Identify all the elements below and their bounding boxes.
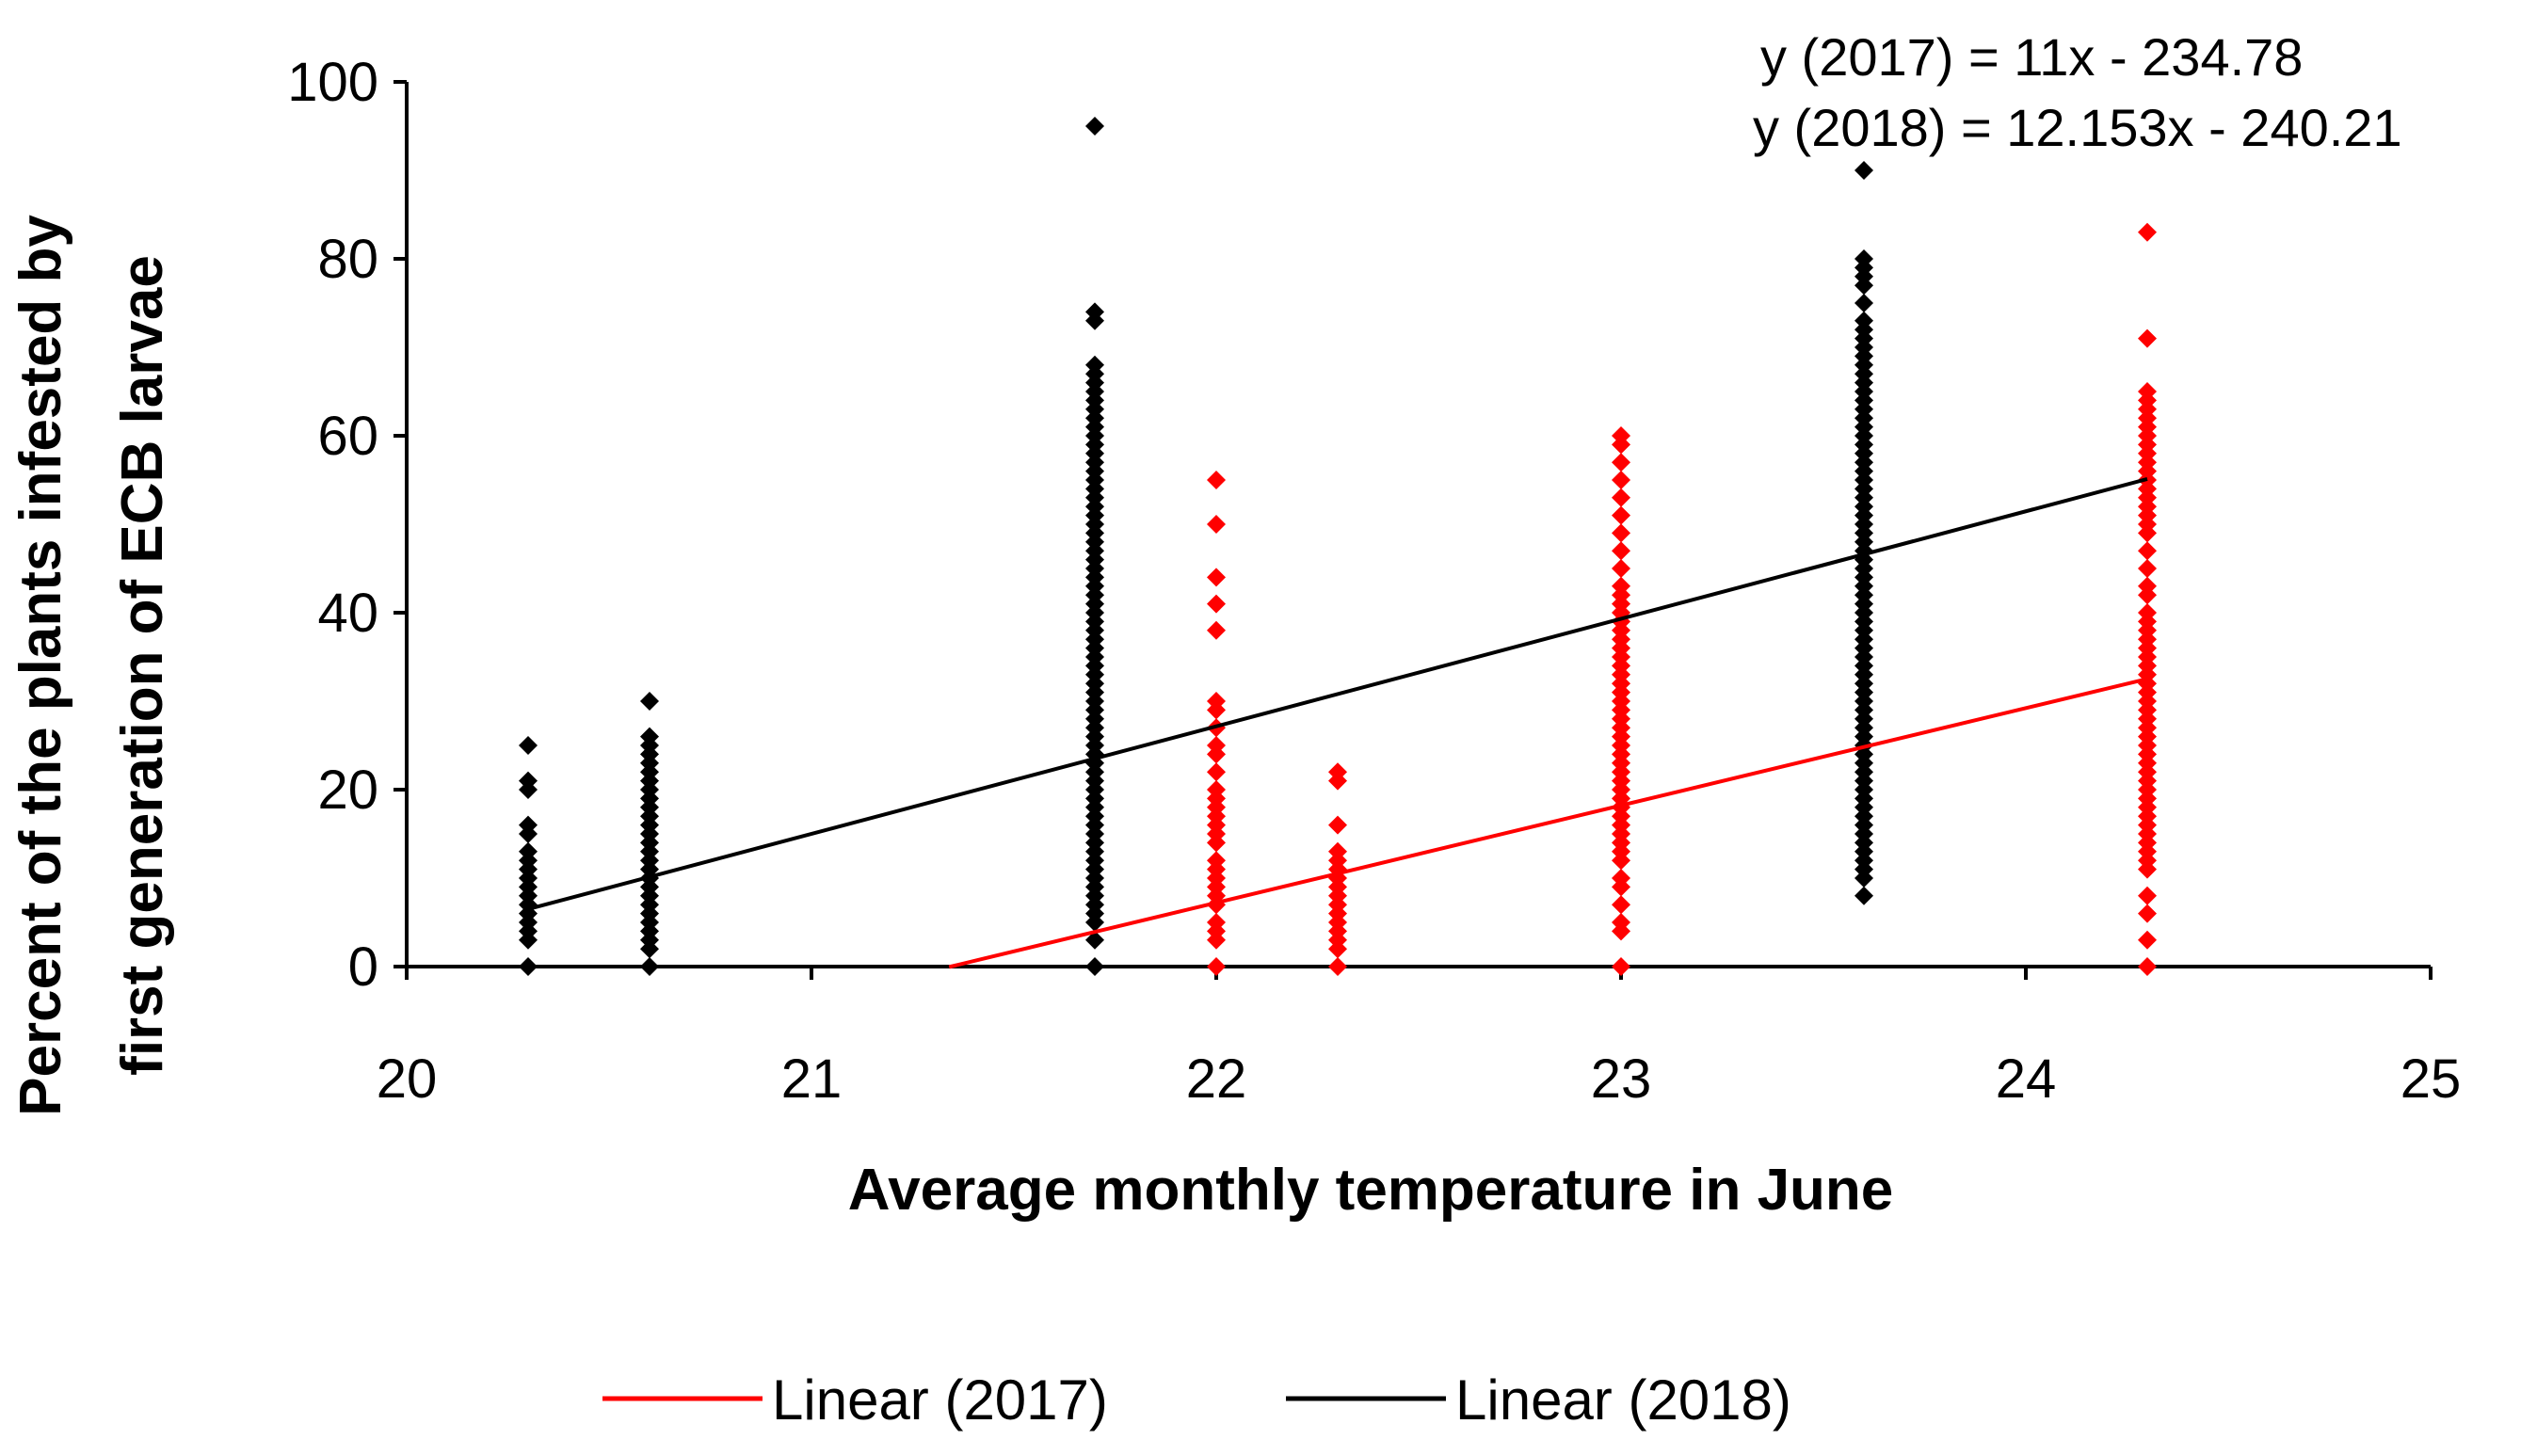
data-point-2018 <box>1855 161 1873 180</box>
data-point-2018 <box>640 957 659 976</box>
y-axis-title-line-1: Percent of the plants infested by <box>8 215 73 1116</box>
data-point-2017 <box>2138 957 2157 976</box>
data-point-2017 <box>1207 780 1226 799</box>
data-point-2017 <box>1207 471 1226 489</box>
data-point-2017 <box>1612 913 1630 932</box>
data-point-2017 <box>1207 762 1226 782</box>
data-point-2017 <box>1207 692 1226 711</box>
data-point-2017 <box>1207 957 1226 976</box>
x-tick-label: 23 <box>1591 1048 1652 1110</box>
equation-2017: y (2017) = 11x - 234.78 <box>1760 27 2303 87</box>
y-tick-label: 20 <box>317 760 378 821</box>
data-point-2017 <box>2138 904 2157 923</box>
data-point-2017 <box>1612 576 1630 596</box>
data-point-2017 <box>1612 471 1630 489</box>
data-point-2018 <box>640 692 659 711</box>
data-point-2017 <box>1328 957 1347 976</box>
data-point-2017 <box>2138 559 2157 578</box>
data-point-2017 <box>1612 488 1630 507</box>
y-axis-title: Percent of the plants infested by first … <box>8 215 175 1116</box>
data-point-2018 <box>519 736 538 755</box>
y-tick-label: 100 <box>287 52 378 113</box>
y-tick-label: 40 <box>317 583 378 644</box>
y-axis-title-line-2: first generation of ECB larvae <box>110 255 175 1076</box>
y-tick-label: 0 <box>348 936 378 998</box>
data-point-2017 <box>2138 541 2157 561</box>
data-points <box>519 117 2157 976</box>
data-point-2018 <box>1085 355 1104 375</box>
trendlines <box>527 477 2148 969</box>
data-point-2017 <box>1612 523 1630 543</box>
data-point-2018 <box>519 771 538 791</box>
data-point-2018 <box>1085 302 1104 322</box>
data-point-2017 <box>2138 328 2157 348</box>
data-point-2017 <box>1612 426 1630 445</box>
legend: Linear (2017) Linear (2018) <box>602 1368 1791 1432</box>
data-point-2018 <box>1855 249 1873 268</box>
trendline-2017 <box>948 677 2148 969</box>
data-point-2017 <box>2138 222 2157 242</box>
data-point-2017 <box>1612 559 1630 578</box>
data-point-2018 <box>519 957 538 976</box>
data-point-2017 <box>1612 453 1630 472</box>
y-tick-label: 60 <box>317 406 378 467</box>
x-tick-label: 24 <box>1996 1048 2057 1110</box>
data-point-2017 <box>2138 603 2157 622</box>
x-tick-label: 20 <box>377 1048 438 1110</box>
data-point-2017 <box>1328 815 1347 835</box>
data-point-2017 <box>2138 930 2157 950</box>
data-point-2017 <box>1612 957 1630 976</box>
legend-label-2017: Linear (2017) <box>772 1368 1108 1432</box>
data-point-2018 <box>1855 311 1873 330</box>
data-point-2017 <box>1207 913 1226 932</box>
data-point-2017 <box>1328 841 1347 861</box>
x-ticks: 20 21 22 23 24 25 <box>377 967 2462 1110</box>
data-point-2017 <box>1207 851 1226 871</box>
legend-label-2018: Linear (2018) <box>1455 1368 1791 1432</box>
data-point-2018 <box>519 841 538 861</box>
data-point-2018 <box>1855 886 1873 905</box>
data-point-2018 <box>1085 930 1104 950</box>
x-tick-label: 22 <box>1186 1048 1247 1110</box>
data-point-2017 <box>2138 382 2157 401</box>
data-point-2017 <box>1207 568 1226 587</box>
data-point-2017 <box>1612 895 1630 915</box>
data-point-2017 <box>2138 886 2157 905</box>
x-tick-label: 25 <box>2401 1048 2462 1110</box>
trendline-2018 <box>527 477 2148 911</box>
y-tick-label: 80 <box>317 229 378 290</box>
data-point-2018 <box>519 815 538 835</box>
data-point-2017 <box>1612 505 1630 525</box>
data-point-2017 <box>1328 762 1347 782</box>
x-axis-title: Average monthly temperature in June <box>848 1158 1894 1223</box>
data-point-2018 <box>640 727 659 746</box>
y-ticks: 0 20 40 60 80 100 <box>287 52 407 998</box>
data-point-2018 <box>1855 294 1873 312</box>
axes: 20 21 22 23 24 25 0 20 40 60 80 100 <box>287 52 2461 1110</box>
data-point-2017 <box>1207 620 1226 640</box>
data-point-2017 <box>1207 594 1226 614</box>
x-tick-label: 21 <box>781 1048 843 1110</box>
data-point-2017 <box>1612 541 1630 561</box>
equation-2018: y (2018) = 12.153x - 240.21 <box>1753 98 2402 157</box>
data-point-2017 <box>2138 576 2157 596</box>
data-point-2017 <box>1207 515 1226 534</box>
data-point-2017 <box>1612 869 1630 888</box>
data-point-2017 <box>1207 736 1226 755</box>
data-point-2018 <box>1085 957 1104 976</box>
data-point-2018 <box>1085 117 1104 136</box>
